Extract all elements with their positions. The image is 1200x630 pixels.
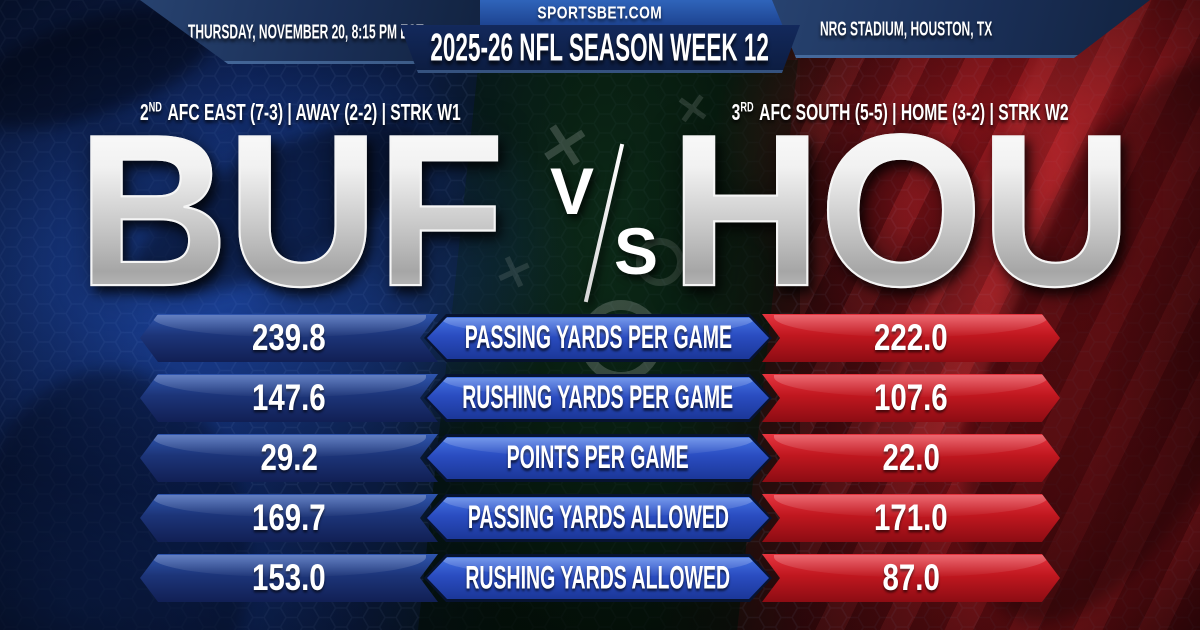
stat-row-rushing-yards-allowed: 153.0 RUSHING YARDS ALLOWED 87.0 [140,554,1060,602]
stat-label-bar: RUSHING YARDS ALLOWED [424,554,772,602]
away-value-bar: 169.7 [140,494,438,542]
game-datetime: THURSDAY, NOVEMBER 20, 8:15 PM EST [188,20,424,44]
stat-label-bar: PASSING YARDS PER GAME [424,314,772,362]
home-value-bar: 222.0 [762,314,1060,362]
home-rank-ordinal: RD [740,100,754,116]
away-team-record: 2ND AFC EAST (7-3) | AWAY (2-2) | STRK W1 [25,97,575,129]
stat-label: RUSHING YARDS ALLOWED [465,559,731,596]
away-value: 239.8 [252,316,326,359]
home-value-bar: 171.0 [762,494,1060,542]
home-team-record: 3RD AFC SOUTH (5-5) | HOME (3-2) | STRK W… [645,97,1155,129]
away-value: 169.7 [252,496,326,539]
title-banner: 2025-26 NFL SEASON WEEK 12 [400,25,800,73]
stats-table: 239.8 PASSING YARDS PER GAME 222.0 147.6… [140,314,1060,614]
stat-label: RUSHING YARDS PER GAME [462,379,734,416]
away-rank-ordinal: ND [148,100,162,116]
away-value: 29.2 [260,436,318,479]
stat-row-points-per-game: 29.2 POINTS PER GAME 22.0 [140,434,1060,482]
stat-label-bar: RUSHING YARDS PER GAME [424,374,772,422]
away-value-bar: 29.2 [140,434,438,482]
stat-label-bar: PASSING YARDS ALLOWED [424,494,772,542]
stat-label-bar: POINTS PER GAME [424,434,772,482]
away-rank: 2 [139,99,149,126]
site-name: SPORTSBET.COM [537,3,663,23]
away-value: 147.6 [252,376,326,419]
versus-s: S [613,214,658,288]
home-details: AFC SOUTH (5-5) | HOME (3-2) | STRK W2 [759,99,1069,126]
stat-label: POINTS PER GAME [506,439,690,476]
home-value-bar: 107.6 [762,374,1060,422]
away-value-bar: 153.0 [140,554,438,602]
home-value: 222.0 [874,316,948,359]
away-details: AFC EAST (7-3) | AWAY (2-2) | STRK W1 [167,99,461,126]
home-team-abbr: HOU [606,102,1194,331]
home-value: 171.0 [874,496,948,539]
stat-label: PASSING YARDS ALLOWED [467,499,729,536]
stat-row-passing-yards-per-game: 239.8 PASSING YARDS PER GAME 222.0 [140,314,1060,362]
home-rank: 3 [731,99,741,126]
stat-row-passing-yards-allowed: 169.7 PASSING YARDS ALLOWED 171.0 [140,494,1060,542]
home-value: 22.0 [882,436,940,479]
home-value-bar: 87.0 [762,554,1060,602]
away-value-bar: 147.6 [140,374,438,422]
away-value: 153.0 [252,556,326,599]
stat-label: PASSING YARDS PER GAME [464,319,732,356]
versus-mark: V S [550,143,658,303]
game-venue: NRG STADIUM, HOUSTON, TX [820,17,993,41]
away-team-abbr: BUF [28,102,553,331]
page-title: 2025-26 NFL SEASON WEEK 12 [430,26,770,70]
home-value: 107.6 [874,376,948,419]
home-value-bar: 22.0 [762,434,1060,482]
versus-v: V [550,154,595,228]
home-value: 87.0 [882,556,940,599]
stat-row-rushing-yards-per-game: 147.6 RUSHING YARDS PER GAME 107.6 [140,374,1060,422]
away-value-bar: 239.8 [140,314,438,362]
